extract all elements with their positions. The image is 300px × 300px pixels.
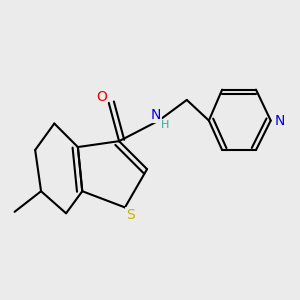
Text: N: N (274, 114, 285, 128)
Text: O: O (96, 90, 107, 104)
Text: S: S (126, 208, 135, 222)
Text: N: N (151, 108, 161, 122)
Text: H: H (160, 120, 169, 130)
